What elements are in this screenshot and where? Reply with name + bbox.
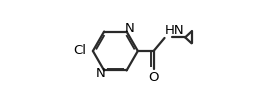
Text: HN: HN [165, 24, 185, 37]
Text: N: N [125, 22, 134, 35]
Text: Cl: Cl [73, 44, 86, 58]
Text: O: O [148, 71, 159, 84]
Text: N: N [96, 67, 106, 80]
